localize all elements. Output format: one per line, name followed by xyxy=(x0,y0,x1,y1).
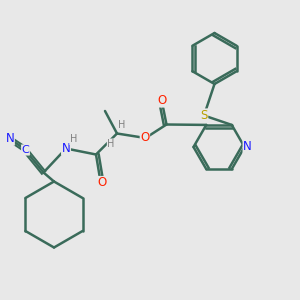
Text: H: H xyxy=(70,134,77,145)
Text: H: H xyxy=(107,139,115,149)
Text: N: N xyxy=(5,132,14,145)
Text: N: N xyxy=(61,142,70,155)
Text: H: H xyxy=(118,119,125,130)
Text: O: O xyxy=(98,176,106,190)
Text: O: O xyxy=(140,131,149,144)
Text: N: N xyxy=(243,140,252,154)
Text: S: S xyxy=(200,109,208,122)
Text: O: O xyxy=(158,94,166,107)
Text: C: C xyxy=(22,145,29,155)
